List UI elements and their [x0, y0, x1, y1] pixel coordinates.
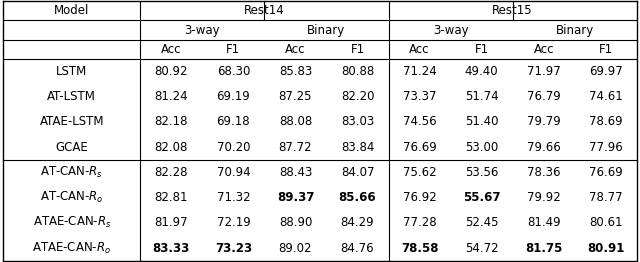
Text: Rest14: Rest14: [244, 4, 285, 17]
Text: Binary: Binary: [307, 24, 346, 37]
Text: 82.81: 82.81: [155, 191, 188, 204]
Text: 71.24: 71.24: [403, 65, 436, 78]
Text: AT-LSTM: AT-LSTM: [47, 90, 96, 103]
Text: 70.20: 70.20: [217, 141, 250, 154]
Text: 79.92: 79.92: [527, 191, 561, 204]
Text: 52.45: 52.45: [465, 216, 499, 229]
Text: 55.67: 55.67: [463, 191, 500, 204]
Text: 79.66: 79.66: [527, 141, 561, 154]
Text: ATAE-CAN-$R_s$: ATAE-CAN-$R_s$: [33, 215, 111, 230]
Text: 78.69: 78.69: [589, 115, 623, 128]
Text: 81.49: 81.49: [527, 216, 561, 229]
Text: 75.62: 75.62: [403, 166, 436, 179]
Text: 78.77: 78.77: [589, 191, 623, 204]
Text: 76.69: 76.69: [403, 141, 436, 154]
Text: 49.40: 49.40: [465, 65, 499, 78]
Text: 83.33: 83.33: [153, 242, 190, 255]
Text: Binary: Binary: [556, 24, 594, 37]
Text: 78.58: 78.58: [401, 242, 438, 255]
Text: 85.66: 85.66: [339, 191, 376, 204]
Text: 76.79: 76.79: [527, 90, 561, 103]
Text: 73.23: 73.23: [215, 242, 252, 255]
Text: 82.20: 82.20: [340, 90, 374, 103]
Text: 88.08: 88.08: [279, 115, 312, 128]
Text: Acc: Acc: [534, 43, 554, 56]
Text: 83.03: 83.03: [341, 115, 374, 128]
Text: 82.28: 82.28: [155, 166, 188, 179]
Text: 87.25: 87.25: [278, 90, 312, 103]
Text: F1: F1: [227, 43, 241, 56]
Text: 80.91: 80.91: [587, 242, 625, 255]
Text: 81.24: 81.24: [154, 90, 188, 103]
Text: 73.37: 73.37: [403, 90, 436, 103]
Text: 3-way: 3-way: [184, 24, 220, 37]
Text: 74.56: 74.56: [403, 115, 436, 128]
Text: Acc: Acc: [410, 43, 430, 56]
Text: Acc: Acc: [161, 43, 182, 56]
Text: 84.29: 84.29: [340, 216, 374, 229]
Text: 78.36: 78.36: [527, 166, 561, 179]
Text: 85.83: 85.83: [279, 65, 312, 78]
Text: 82.08: 82.08: [155, 141, 188, 154]
Text: 69.19: 69.19: [216, 90, 250, 103]
Text: 81.97: 81.97: [154, 216, 188, 229]
Text: 80.92: 80.92: [155, 65, 188, 78]
Text: Acc: Acc: [285, 43, 306, 56]
Text: 76.69: 76.69: [589, 166, 623, 179]
Text: 3-way: 3-way: [433, 24, 468, 37]
Text: 80.88: 80.88: [341, 65, 374, 78]
Text: 77.28: 77.28: [403, 216, 436, 229]
Text: 71.97: 71.97: [527, 65, 561, 78]
Text: Model: Model: [54, 4, 90, 17]
Text: 88.90: 88.90: [279, 216, 312, 229]
Text: 69.18: 69.18: [216, 115, 250, 128]
Text: ATAE-CAN-$R_o$: ATAE-CAN-$R_o$: [32, 241, 111, 256]
Text: LSTM: LSTM: [56, 65, 88, 78]
Text: 81.75: 81.75: [525, 242, 563, 255]
Text: F1: F1: [475, 43, 489, 56]
Text: 77.96: 77.96: [589, 141, 623, 154]
Text: 76.92: 76.92: [403, 191, 436, 204]
Text: AT-CAN-$R_o$: AT-CAN-$R_o$: [40, 190, 104, 205]
Text: 68.30: 68.30: [217, 65, 250, 78]
Text: 82.18: 82.18: [155, 115, 188, 128]
Text: 53.00: 53.00: [465, 141, 499, 154]
Text: F1: F1: [351, 43, 365, 56]
Text: ATAE-LSTM: ATAE-LSTM: [40, 115, 104, 128]
Text: 80.61: 80.61: [589, 216, 623, 229]
Text: 72.19: 72.19: [216, 216, 250, 229]
Text: 74.61: 74.61: [589, 90, 623, 103]
Text: 87.72: 87.72: [278, 141, 312, 154]
Text: 71.32: 71.32: [216, 191, 250, 204]
Text: Rest15: Rest15: [492, 4, 533, 17]
Text: 70.94: 70.94: [216, 166, 250, 179]
Text: 79.79: 79.79: [527, 115, 561, 128]
Text: AT-CAN-$R_s$: AT-CAN-$R_s$: [40, 165, 103, 180]
Text: 51.74: 51.74: [465, 90, 499, 103]
Text: 84.76: 84.76: [340, 242, 374, 255]
Text: 88.43: 88.43: [279, 166, 312, 179]
Text: 83.84: 83.84: [341, 141, 374, 154]
Text: 89.37: 89.37: [276, 191, 314, 204]
Text: 54.72: 54.72: [465, 242, 499, 255]
Text: 84.07: 84.07: [340, 166, 374, 179]
Text: 53.56: 53.56: [465, 166, 499, 179]
Text: 51.40: 51.40: [465, 115, 499, 128]
Text: 69.97: 69.97: [589, 65, 623, 78]
Text: GCAE: GCAE: [56, 141, 88, 154]
Text: F1: F1: [598, 43, 613, 56]
Text: 89.02: 89.02: [278, 242, 312, 255]
